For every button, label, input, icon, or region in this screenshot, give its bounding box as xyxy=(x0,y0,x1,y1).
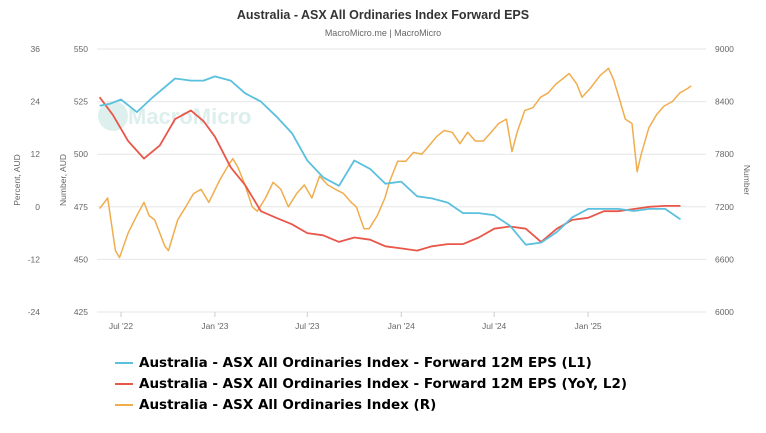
r-tick-label: 8400 xyxy=(715,97,734,107)
series-line-forward-eps-yoy xyxy=(98,96,681,252)
x-tick-label: Jul '23 xyxy=(295,321,320,331)
l1-tick-label: 425 xyxy=(74,307,88,317)
x-tick-label: Jan '25 xyxy=(575,321,602,331)
r-tick-label: 6600 xyxy=(715,254,734,264)
x-tick-label: Jan '23 xyxy=(201,321,228,331)
legend-item-forward-eps[interactable]: Australia - ASX All Ordinaries Index - F… xyxy=(115,352,627,373)
l2-tick-label: 0 xyxy=(35,202,40,212)
grid xyxy=(97,48,706,313)
left-number-axis: 425 450 475 500 525 550 xyxy=(74,44,88,317)
l2-axis-title: Percent, AUD xyxy=(12,154,22,206)
legend-item-forward-eps-yoy[interactable]: Australia - ASX All Ordinaries Index - F… xyxy=(115,373,627,394)
l2-tick-label: 12 xyxy=(31,149,41,159)
series-line-index xyxy=(99,67,692,259)
legend-swatch-index xyxy=(115,403,133,406)
r-axis-title: Number xyxy=(742,165,752,195)
right-number-axis: 6000 6600 7200 7800 8400 9000 xyxy=(715,44,734,317)
l1-tick-label: 500 xyxy=(74,149,88,159)
l1-axis-title: Number, AUD xyxy=(58,154,68,206)
legend-swatch-forward-eps xyxy=(115,361,133,364)
chart-title: Australia - ASX All Ordinaries Index For… xyxy=(237,8,529,22)
x-tick-label: Jul '22 xyxy=(109,321,134,331)
x-tick-label: Jan '24 xyxy=(388,321,415,331)
r-tick-label: 9000 xyxy=(715,44,734,54)
legend-item-index[interactable]: Australia - ASX All Ordinaries Index (R) xyxy=(115,394,627,415)
left-percent-axis: -24 -12 0 12 24 36 xyxy=(28,44,41,317)
legend-swatch-forward-eps-yoy xyxy=(115,382,133,385)
series-layer xyxy=(98,67,692,259)
l2-tick-label: 36 xyxy=(31,44,41,54)
legend: Australia - ASX All Ordinaries Index - F… xyxy=(115,352,627,415)
l1-tick-label: 525 xyxy=(74,97,88,107)
r-tick-label: 7200 xyxy=(715,202,734,212)
l2-tick-label: -12 xyxy=(28,254,41,264)
l1-tick-label: 450 xyxy=(74,254,88,264)
l2-tick-label: -24 xyxy=(28,307,41,317)
l1-tick-label: 550 xyxy=(74,44,88,54)
l2-tick-label: 24 xyxy=(31,97,41,107)
x-axis: Jul '22 Jan '23 Jul '23 Jan '24 Jul '24 Jan '… xyxy=(109,312,602,331)
legend-label-index: Australia - ASX All Ordinaries Index (R) xyxy=(139,396,437,413)
x-tick-label: Jul '24 xyxy=(482,321,507,331)
legend-label-forward-eps: Australia - ASX All Ordinaries Index - F… xyxy=(139,354,592,371)
r-tick-label: 7800 xyxy=(715,149,734,159)
r-tick-label: 6000 xyxy=(715,307,734,317)
watermark-logo: MacroMicro xyxy=(128,104,251,129)
series-line-forward-eps xyxy=(99,75,682,246)
legend-label-forward-eps-yoy: Australia - ASX All Ordinaries Index - F… xyxy=(139,375,628,392)
chart-subtitle: MacroMicro.me | MacroMicro xyxy=(325,28,441,38)
l1-tick-label: 475 xyxy=(74,202,88,212)
